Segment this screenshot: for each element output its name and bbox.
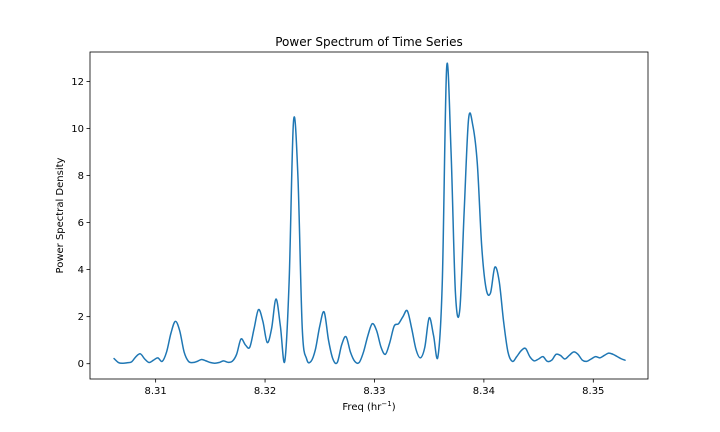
y-tick-label: 12 — [71, 77, 84, 88]
chart-title: Power Spectrum of Time Series — [275, 35, 463, 49]
x-tick-label: 8.32 — [254, 386, 276, 397]
y-axis-ticks: 0 2 4 6 8 10 12 — [71, 77, 90, 370]
power-spectrum-line — [113, 62, 626, 365]
x-axis-ticks: 8.31 8.32 8.33 8.34 8.35 — [145, 379, 604, 397]
y-tick-label: 10 — [71, 124, 84, 135]
x-tick-label: 8.31 — [145, 386, 167, 397]
x-tick-label: 8.33 — [363, 386, 385, 397]
y-tick-label: 6 — [78, 218, 84, 229]
plot-area: 8.31 8.32 8.33 8.34 8.35 0 2 4 6 8 10 12 — [71, 51, 649, 397]
y-tick-label: 8 — [78, 171, 84, 182]
x-axis-label-main: Freq (hr — [342, 402, 382, 413]
x-tick-label: 8.35 — [582, 386, 604, 397]
x-axis-label: Freq (hr−1) — [342, 400, 395, 413]
y-tick-label: 0 — [78, 359, 84, 370]
x-tick-label: 8.34 — [473, 386, 495, 397]
y-axis-label: Power Spectral Density — [55, 157, 66, 273]
x-axis-label-suffix: ) — [392, 402, 396, 413]
plot-frame — [89, 51, 649, 380]
y-tick-label: 2 — [78, 312, 84, 323]
x-axis-label-superscript: −1 — [381, 400, 391, 408]
y-tick-label: 4 — [78, 265, 84, 276]
